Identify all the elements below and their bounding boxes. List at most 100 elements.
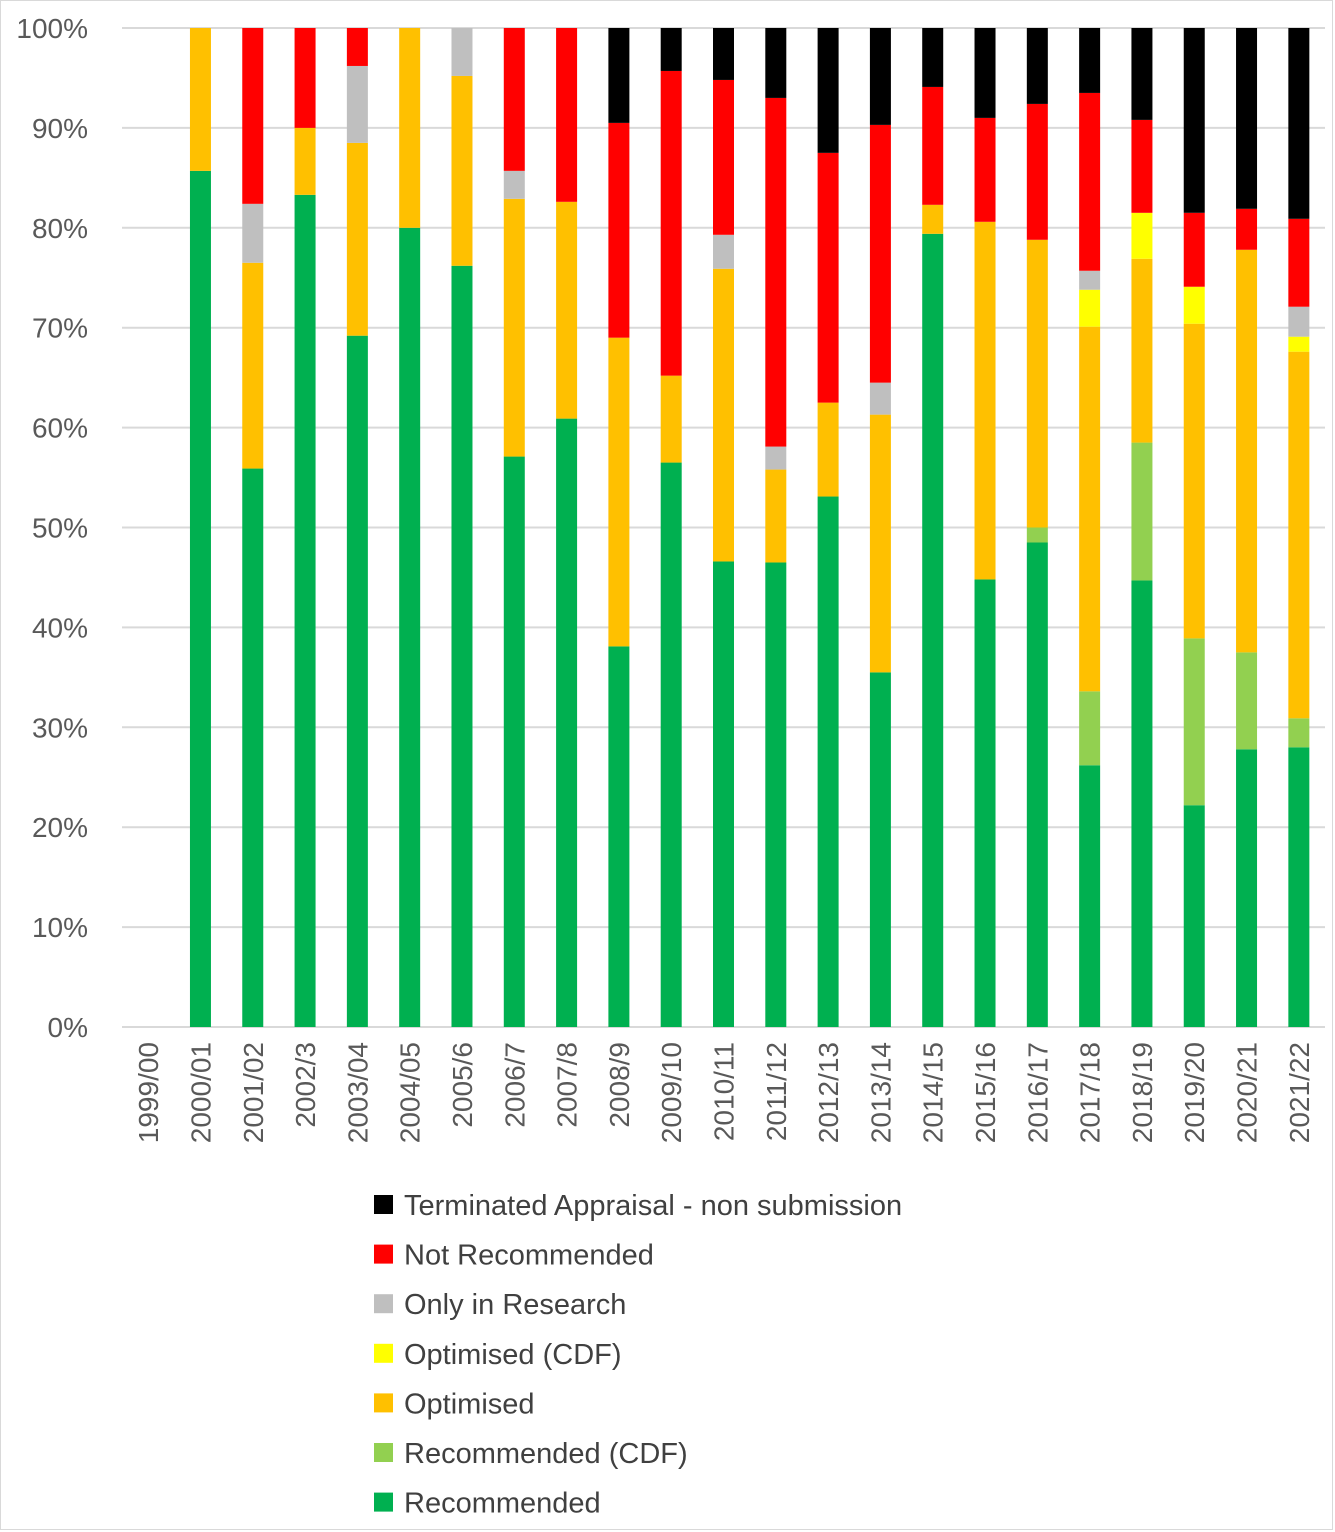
bar-segment-recommended <box>1183 805 1205 1027</box>
bar-segment-terminated-appraisal-non-submission <box>869 28 891 125</box>
bar-segment-terminated-appraisal-non-submission <box>1236 28 1258 209</box>
bar-segment-recommended-cdf <box>1026 527 1048 543</box>
y-tick-label: 70% <box>32 313 88 344</box>
y-tick-label: 80% <box>32 213 88 244</box>
bar-segment-recommended <box>922 233 944 1027</box>
bar-segment-optimised <box>608 337 630 647</box>
bar-segment-not-recommended <box>242 28 264 204</box>
bar-segment-optimised <box>294 127 316 195</box>
bar-segment-recommended <box>713 561 734 1027</box>
bar-segment-not-recommended <box>1026 103 1048 240</box>
legend-label: Optimised <box>404 1388 535 1420</box>
bar-segment-recommended <box>399 227 421 1028</box>
x-tick-label: 2012/13 <box>813 1042 844 1143</box>
y-tick-label: 40% <box>32 612 88 643</box>
x-tick-label: 2007/8 <box>552 1042 583 1128</box>
bar-segment-terminated-appraisal-non-submission <box>765 28 787 98</box>
legend: Terminated Appraisal - non submission Not… <box>374 1190 902 1520</box>
bar-segment-not-recommended <box>660 70 682 376</box>
bar-segment-recommended-cdf <box>1131 442 1153 581</box>
legend-label: Recommended <box>404 1488 601 1520</box>
x-tick-label: 2011/12 <box>761 1042 792 1141</box>
bar-segment-terminated-appraisal-non-submission <box>922 28 944 87</box>
bar-segment-optimised <box>451 75 473 266</box>
x-tick-label: 2015/16 <box>970 1042 1001 1143</box>
bar-segment-not-recommended <box>713 79 734 235</box>
x-tick-label: 2020/21 <box>1232 1042 1263 1143</box>
bar-segment-terminated-appraisal-non-submission <box>1183 28 1205 213</box>
bar-segment-not-recommended <box>608 122 630 338</box>
bar-segment-recommended <box>1131 580 1153 1027</box>
bar-segment-only-in-research <box>242 203 264 263</box>
bar-segment-optimised <box>346 142 368 336</box>
x-tick-label: 1999/00 <box>133 1042 164 1143</box>
bar-segment-not-recommended <box>346 28 368 66</box>
x-tick-label: 2000/01 <box>185 1042 216 1143</box>
bar-segment-optimised <box>1131 258 1153 443</box>
bar-segment-optimised <box>974 221 996 580</box>
bar-segment-recommended <box>189 170 211 1027</box>
bar-segment-not-recommended <box>1288 218 1310 307</box>
bar-segment-terminated-appraisal-non-submission <box>660 28 682 71</box>
bar-segment-terminated-appraisal-non-submission <box>608 28 630 123</box>
bar-segment-recommended <box>1288 747 1310 1027</box>
bar-segment-recommended <box>346 335 368 1027</box>
x-tick-label: 2001/02 <box>238 1042 269 1143</box>
x-tick-label: 2013/14 <box>865 1042 896 1143</box>
x-tick-label: 2008/9 <box>604 1042 635 1128</box>
y-tick-label: 30% <box>32 712 88 743</box>
x-tick-label: 2017/18 <box>1075 1042 1106 1143</box>
y-tick-label: 0% <box>48 1012 88 1043</box>
bar-segment-optimised <box>503 198 525 457</box>
y-tick-label: 90% <box>32 113 88 144</box>
legend-label: Not Recommended <box>404 1240 654 1272</box>
bar-segment-optimised <box>189 28 211 171</box>
bar-segment-not-recommended <box>974 117 996 222</box>
bar-segment-recommended-cdf <box>1288 718 1310 748</box>
bar-segment-recommended <box>1079 765 1101 1027</box>
y-tick-label: 60% <box>32 413 88 444</box>
bar-segment-only-in-research <box>765 446 787 470</box>
y-tick-label: 50% <box>32 513 88 544</box>
bar-segment-optimised <box>817 402 839 497</box>
bar-segment-optimised <box>922 204 944 234</box>
bar-segment-only-in-research <box>1079 270 1101 290</box>
bar-segment-only-in-research <box>451 28 473 76</box>
bar-segment-recommended <box>1026 542 1048 1027</box>
legend-swatch <box>374 1343 393 1363</box>
bars <box>189 28 1310 1028</box>
bar-segment-terminated-appraisal-non-submission <box>1288 28 1310 219</box>
bar-segment-optimised-cdf <box>1079 289 1101 327</box>
bar-segment-optimised <box>660 375 682 463</box>
bar-segment-not-recommended <box>1236 208 1258 250</box>
bar-segment-terminated-appraisal-non-submission <box>1079 28 1101 93</box>
x-tick-label: 2004/05 <box>395 1042 426 1143</box>
x-tick-label: 2019/20 <box>1179 1042 1210 1143</box>
bar-segment-not-recommended <box>922 86 944 205</box>
bar-segment-recommended <box>974 579 996 1027</box>
bar-segment-optimised <box>1183 323 1205 639</box>
bar-segment-optimised <box>713 268 734 562</box>
bar-segment-optimised <box>1026 239 1048 528</box>
legend-label: Only in Research <box>404 1289 626 1321</box>
bar-segment-recommended <box>451 265 473 1028</box>
bar-segment-optimised <box>869 414 891 673</box>
legend-label: Optimised (CDF) <box>404 1339 622 1371</box>
bar-segment-recommended-cdf <box>1079 691 1101 766</box>
bar-segment-not-recommended <box>1183 212 1205 287</box>
x-tick-label: 2010/11 <box>709 1042 740 1141</box>
legend-swatch <box>374 1443 393 1462</box>
x-tick-label: 2016/17 <box>1022 1042 1053 1143</box>
x-tick-label: 2002/3 <box>290 1042 321 1128</box>
bar-segment-optimised-cdf <box>1288 336 1310 352</box>
bar-segment-optimised <box>399 28 421 228</box>
bar-segment-not-recommended <box>765 97 787 447</box>
bar-segment-recommended-cdf <box>1236 652 1258 750</box>
bar-segment-optimised <box>765 469 787 563</box>
legend-swatch <box>374 1244 393 1264</box>
bar-segment-only-in-research <box>503 170 525 199</box>
bar-segment-optimised <box>242 262 264 469</box>
bar-segment-optimised-cdf <box>1131 212 1153 259</box>
bar-segment-optimised <box>556 201 578 419</box>
